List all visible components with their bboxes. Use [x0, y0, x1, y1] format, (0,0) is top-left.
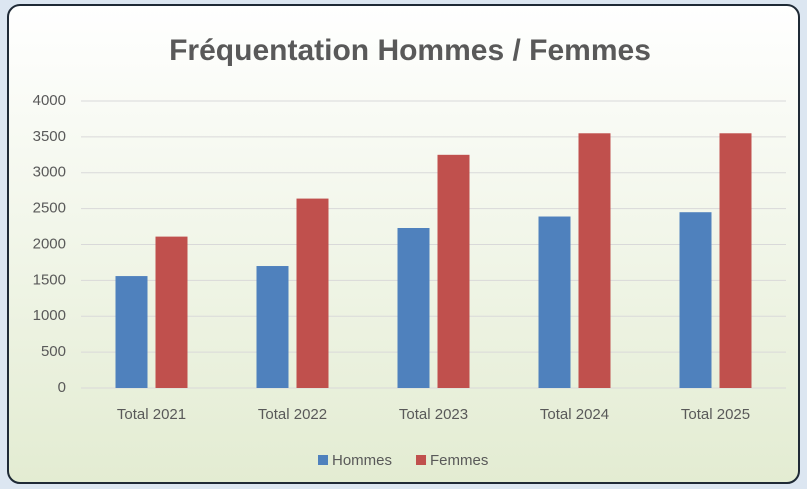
bar [578, 133, 611, 388]
chart-title: Fréquentation Hommes / Femmes [169, 34, 651, 67]
bar [397, 227, 430, 388]
legend-swatch [416, 455, 427, 465]
y-tick-label: 4000 [33, 92, 66, 109]
x-tick-label: Total 2023 [399, 406, 468, 423]
x-tick-label: Total 2024 [540, 406, 609, 423]
bar [437, 154, 470, 388]
y-tick-label: 0 [58, 379, 66, 396]
y-tick-label: 2000 [33, 235, 66, 252]
x-tick-label: Total 2021 [117, 406, 186, 423]
y-tick-label: 1500 [33, 271, 66, 288]
y-tick-label: 500 [41, 343, 66, 360]
y-tick-label: 2500 [33, 200, 66, 217]
y-tick-label: 3000 [33, 164, 66, 181]
legend-swatch [318, 455, 328, 465]
bar [155, 236, 188, 388]
bar [679, 212, 712, 388]
y-tick-label: 3500 [33, 128, 66, 145]
y-tick-label: 1000 [33, 307, 66, 324]
legend-label: Hommes [332, 452, 392, 469]
bar [115, 276, 148, 388]
bar [719, 133, 752, 388]
legend-label: Femmes [430, 452, 488, 469]
bar [296, 198, 329, 388]
x-tick-label: Total 2025 [681, 406, 750, 423]
bar [538, 216, 571, 388]
x-tick-label: Total 2022 [258, 406, 327, 423]
bar [256, 266, 289, 388]
